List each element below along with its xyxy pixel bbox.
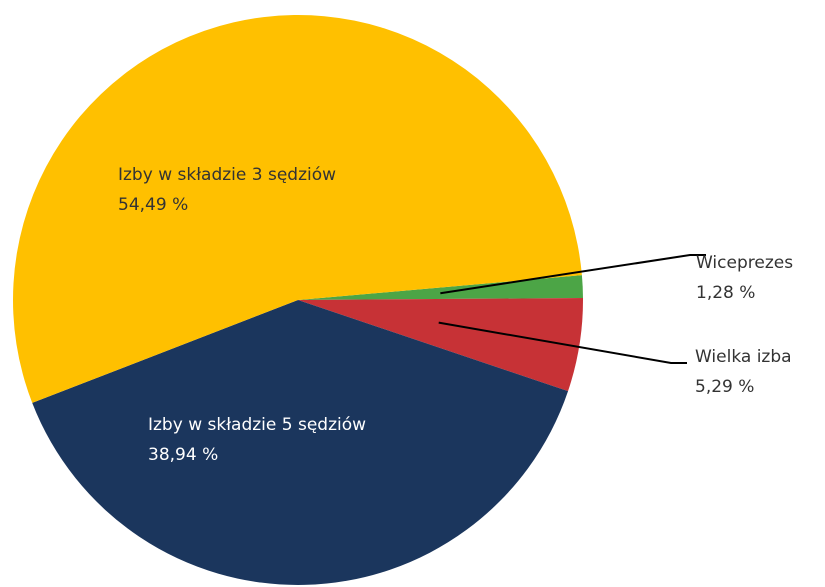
slice-value-izby-3: 54,49 %: [118, 195, 188, 215]
slice-label-wiceprezes: Wiceprezes 1,28 %: [696, 253, 798, 303]
slice-name-wiceprezes: Wiceprezes: [696, 253, 793, 273]
pie-slices: [12, 14, 583, 585]
slice-value-wiceprezes: 1,28 %: [696, 283, 755, 303]
slice-name-izby-5: Izby w składzie 5 sędziów: [148, 415, 366, 435]
slice-name-izby-3: Izby w składzie 3 sędziów: [118, 165, 336, 185]
slice-label-izby-5: Izby w składzie 5 sędziów 38,94 %: [148, 415, 371, 465]
slice-label-izby-3: Izby w składzie 3 sędziów 54,49 %: [118, 165, 341, 215]
slice-name-wielka-izba: Wielka izba: [695, 347, 792, 367]
leader-line-wiceprezes: [440, 254, 706, 295]
leader-line-wielka-izba: [438, 321, 687, 364]
pie-slice-izby-w-składzie-5-sędziów: [32, 300, 569, 585]
slice-label-wielka-izba: Wielka izba 5,29 %: [695, 347, 797, 397]
slice-value-wielka-izba: 5,29 %: [695, 377, 754, 397]
pie-slice-izby-w-składzie-3-sędziów: [12, 14, 582, 403]
pie-slice-wielka-izba: [298, 298, 583, 392]
leader-lines: [438, 254, 706, 364]
slice-value-izby-5: 38,94 %: [148, 445, 218, 465]
